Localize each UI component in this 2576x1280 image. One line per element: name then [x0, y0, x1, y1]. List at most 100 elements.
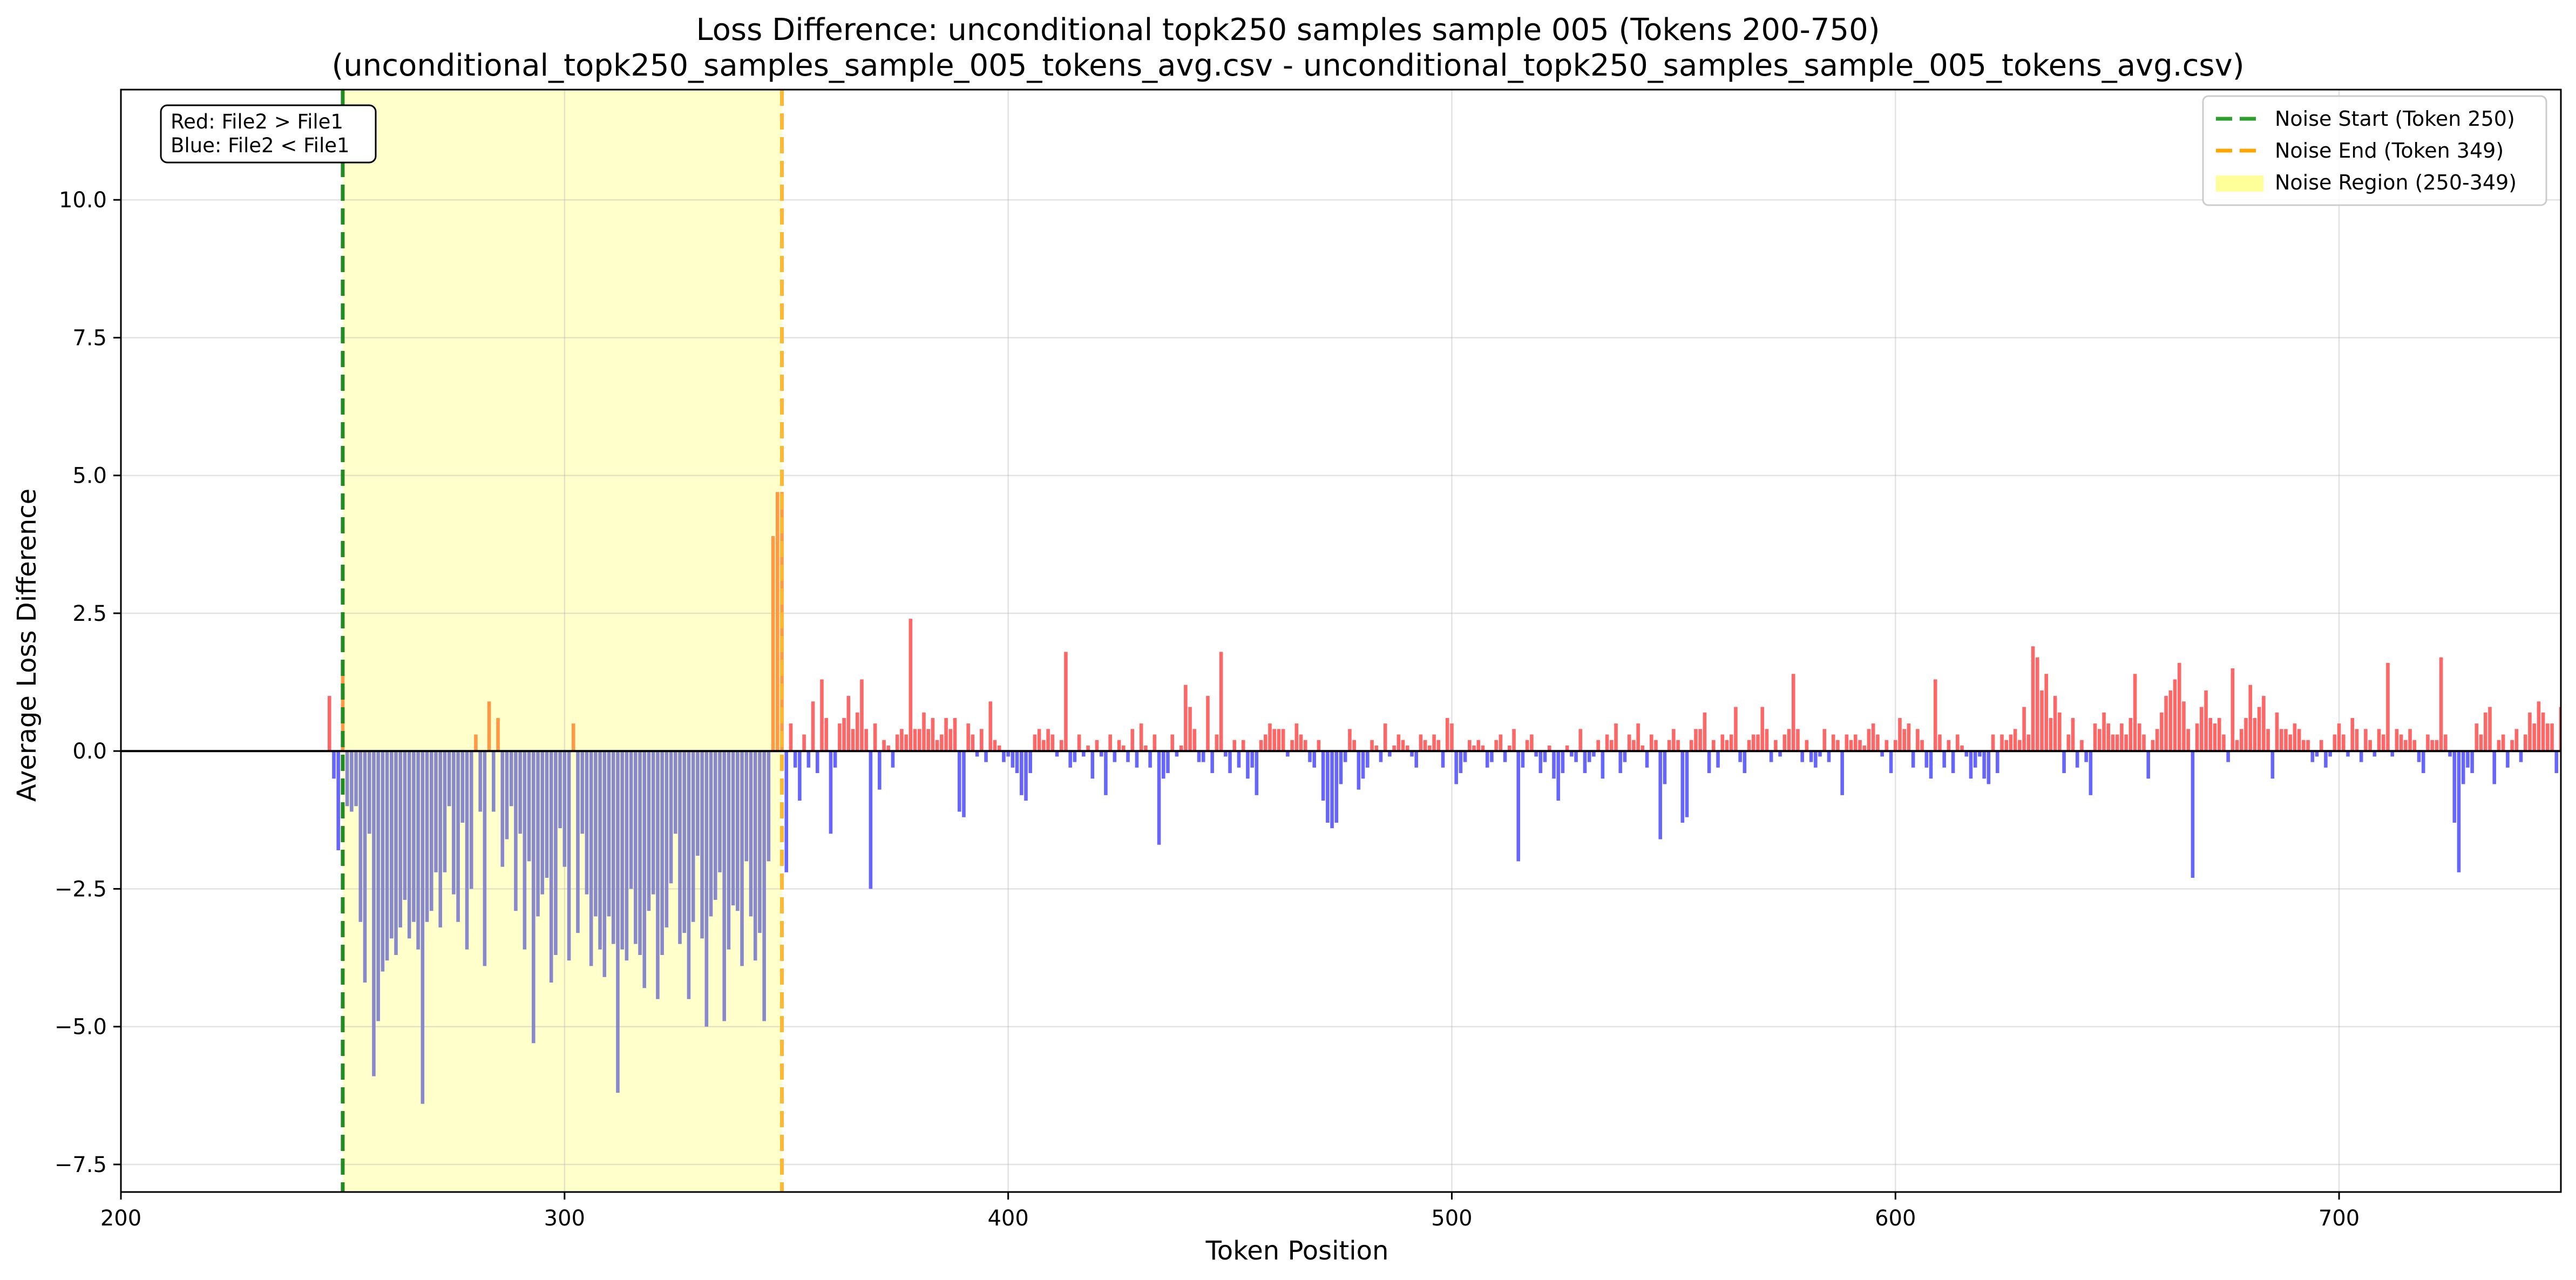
bar: [434, 751, 438, 872]
bar: [558, 751, 562, 829]
bar: [1827, 751, 1831, 762]
bar: [2177, 662, 2181, 751]
bar: [1077, 734, 1081, 751]
bar: [527, 751, 531, 862]
bar: [2510, 740, 2514, 751]
bar: [2306, 740, 2310, 751]
bar: [580, 751, 584, 834]
bar: [1352, 740, 1356, 751]
bar: [1024, 751, 1028, 801]
bar: [1902, 729, 1906, 751]
y-axis-ticks: −7.5 −5.0 −2.5 0.0 2.5 5.0 7.5 10.0: [55, 188, 121, 1177]
bar: [1073, 751, 1077, 762]
x-tick-label: 400: [987, 1206, 1028, 1231]
bar: [1445, 717, 1449, 751]
bar: [2137, 723, 2141, 751]
bar: [2324, 751, 2328, 768]
bar: [1623, 751, 1627, 762]
bar: [1303, 740, 1307, 751]
annotation-line-red: Red: File2 > File1: [171, 110, 343, 133]
bar: [403, 751, 407, 900]
bar: [1144, 745, 1148, 751]
bar: [1929, 751, 1933, 779]
bar: [753, 751, 757, 961]
bar: [2523, 734, 2527, 751]
bar: [1161, 751, 1165, 779]
bar: [2497, 740, 2501, 751]
bar: [2284, 729, 2288, 751]
bar: [460, 751, 465, 823]
bar: [1428, 745, 1432, 751]
legend-swatch-noise-region: [2216, 175, 2263, 192]
bar: [806, 751, 811, 768]
bar: [1876, 734, 1880, 751]
bar: [1361, 751, 1365, 779]
bar: [2417, 751, 2421, 762]
bar: [1800, 751, 1804, 762]
bar: [922, 712, 926, 751]
bar: [576, 751, 580, 933]
bar: [421, 751, 425, 1104]
bar: [2244, 717, 2248, 751]
bar: [1774, 740, 1778, 751]
bar: [833, 751, 837, 768]
bar: [1020, 751, 1023, 795]
bar: [2075, 751, 2079, 768]
bar: [1330, 751, 1334, 829]
bar: [1086, 745, 1090, 751]
bar: [2537, 701, 2541, 751]
bar: [1889, 751, 1893, 774]
bar: [492, 751, 496, 812]
bar: [727, 751, 731, 950]
bar: [487, 701, 491, 751]
bar: [523, 751, 527, 950]
bar: [2013, 729, 2017, 751]
bar: [824, 717, 828, 751]
bar: [2213, 723, 2217, 751]
bar: [1614, 723, 1618, 751]
color-annotation: Red: File2 > File1 Blue: File2 < File1: [160, 104, 377, 164]
bar: [811, 701, 815, 751]
bar: [1716, 751, 1720, 768]
bar: [917, 729, 921, 751]
bar: [1538, 751, 1543, 774]
bar: [1326, 751, 1330, 823]
bar: [2488, 707, 2492, 751]
bar: [1246, 751, 1250, 779]
bar: [1095, 740, 1099, 751]
bar: [842, 717, 846, 751]
bar: [1401, 740, 1405, 751]
bar: [1250, 751, 1254, 768]
bar: [2089, 751, 2093, 795]
bar: [1640, 745, 1645, 751]
bar: [1916, 729, 1920, 751]
bar: [2173, 679, 2177, 751]
bar: [567, 751, 571, 961]
bar: [1871, 723, 1875, 751]
bar: [1210, 751, 1214, 774]
bar: [1237, 751, 1241, 768]
bar: [1840, 751, 1844, 795]
bar: [1667, 740, 1671, 751]
bar: [2386, 662, 2390, 751]
bar: [465, 751, 469, 950]
bar: [2528, 712, 2532, 751]
bar: [562, 751, 567, 867]
bar: [1561, 751, 1565, 774]
bar: [882, 740, 886, 751]
bar: [1982, 751, 1986, 779]
bar: [1933, 679, 1937, 751]
bar: [2444, 734, 2448, 751]
bar: [900, 729, 904, 751]
bar: [2120, 723, 2124, 751]
bar: [372, 751, 376, 1076]
bar: [367, 751, 371, 834]
bar: [2319, 740, 2323, 751]
bar: [2479, 734, 2483, 751]
bar: [1920, 740, 1924, 751]
bar: [1570, 751, 1574, 757]
bar: [1414, 751, 1418, 768]
bar: [514, 751, 518, 911]
bar: [2506, 751, 2510, 768]
bar: [2564, 735, 2567, 751]
